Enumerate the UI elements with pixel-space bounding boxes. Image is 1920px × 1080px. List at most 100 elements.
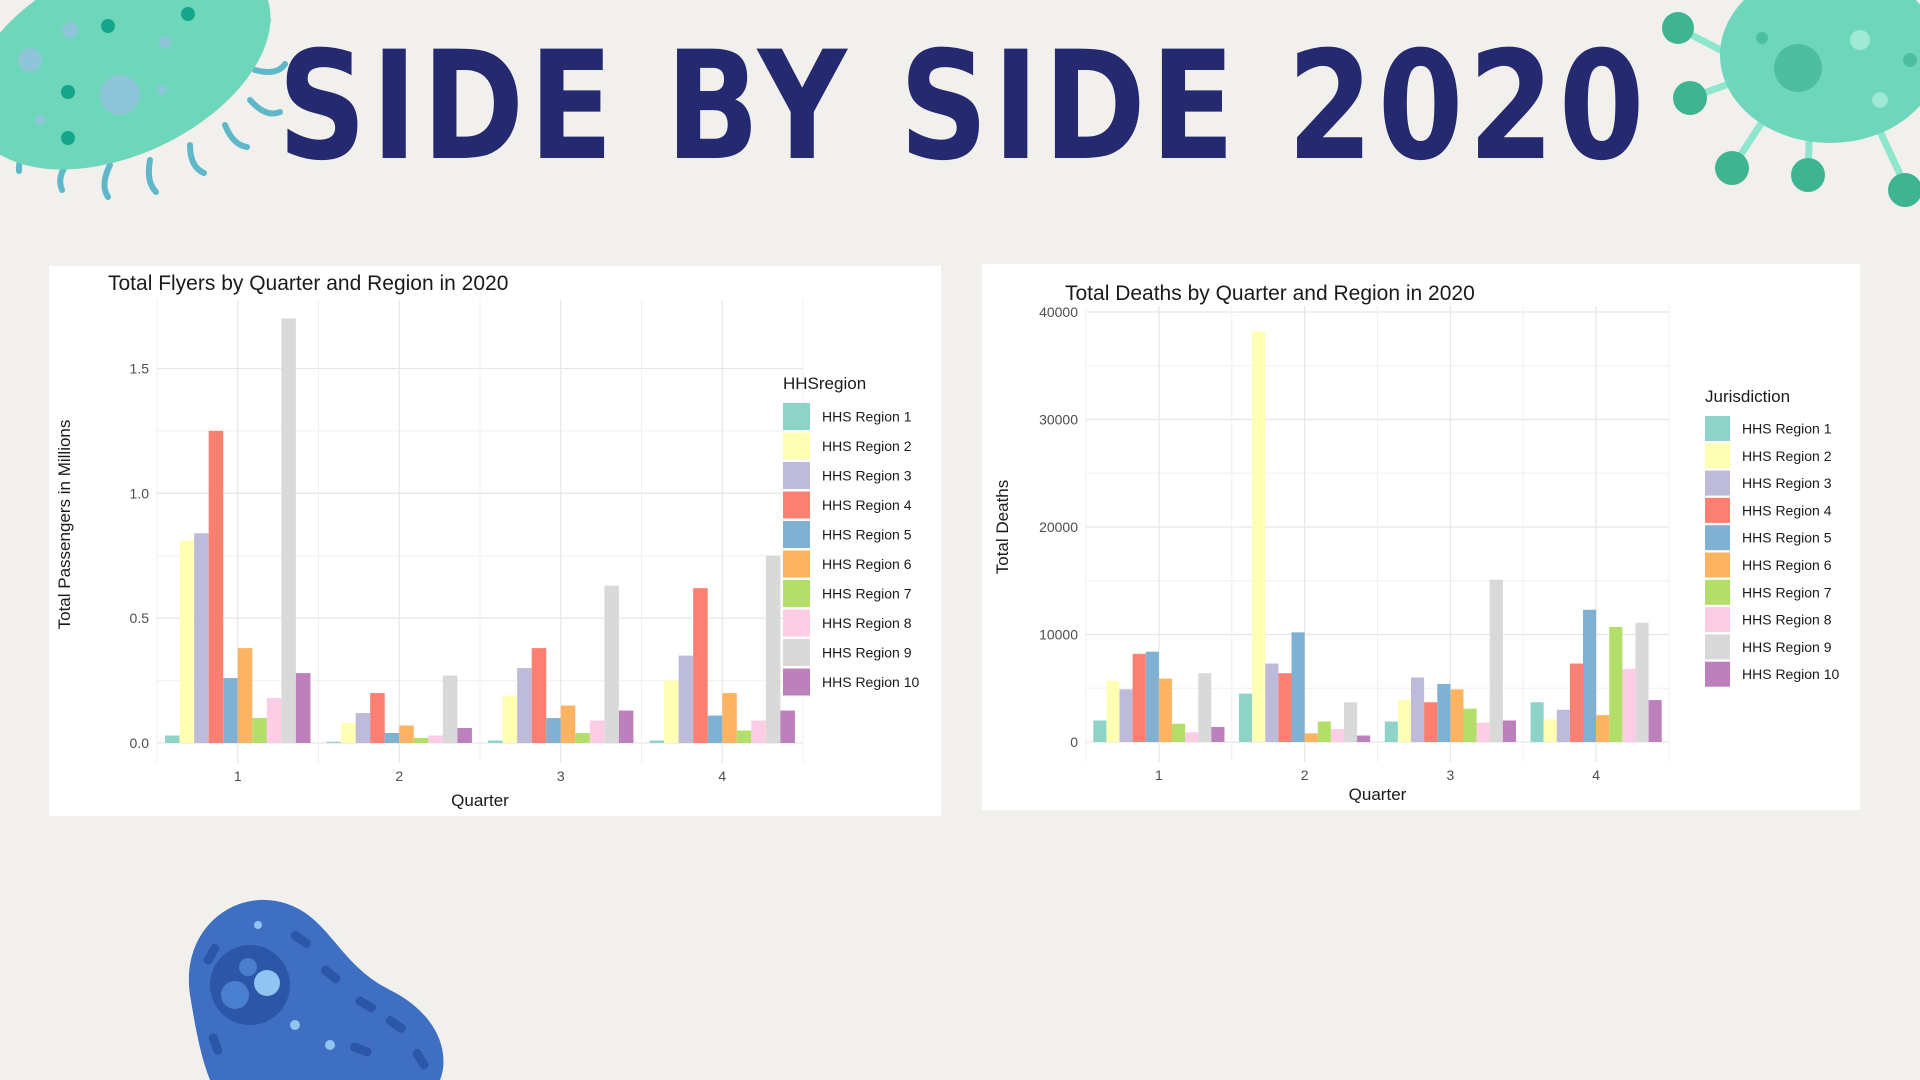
legend-swatch-region-6 [783,550,810,578]
bar-q3-region-4 [1424,702,1438,742]
bar-q3-region-2 [502,695,518,743]
bar-q1-region-2 [1106,680,1120,742]
legend-swatch-region-9 [783,639,810,666]
flyers-chart: 0.0 0.5 1.0 1.5 1 2 3 4 Total Flyers by Quarter … [55,272,919,810]
bar-q4-region-2 [1543,719,1557,742]
legend-swatch-region-4 [783,491,810,519]
bar-q4-region-5 [707,715,723,743]
legend-title: HHSregion [783,374,866,393]
legend-label-region-9: HHS Region 9 [822,645,912,661]
bar-q3-region-1 [488,740,503,743]
legend-label-region-4: HHS Region 4 [822,497,912,513]
legend-swatch-region-10 [783,668,810,696]
bar-q2-region-9 [442,675,458,743]
y-tick-label: 30000 [1039,412,1078,428]
bar-q3-region-3 [1411,677,1425,742]
bar-q4-region-5 [1583,609,1597,742]
legend-label-region-1: HHS Region 1 [822,409,912,425]
legend-label-region-7: HHS Region 7 [822,586,912,602]
bar-q2-region-1 [1239,693,1253,742]
bar-q1-region-6 [1158,678,1172,742]
legend-swatch-region-2 [783,432,810,460]
deaths-chart: 0 10000 20000 30000 40000 1 2 3 4 Total Deaths by… [993,282,1839,804]
bar-q3-region-6 [1450,689,1464,742]
chart-title: Total Flyers by Quarter and Region in 20… [108,272,508,295]
bar-q2-region-2 [341,723,356,743]
legend-swatch-region-8 [783,609,810,637]
bar-q2-region-1 [326,741,342,743]
bar-q3-region-2 [1397,700,1412,742]
bar-q4-region-1 [1530,702,1544,742]
x-tick-label: 3 [1446,767,1454,783]
y-tick-label: 20000 [1039,519,1078,535]
bar-q3-region-10 [1502,720,1516,742]
green-bacteria-icon [0,0,288,200]
legend-swatch-region-8 [1705,607,1730,633]
legend-swatch-region-1 [783,403,810,430]
legend-label-region-5: HHS Region 5 [822,527,912,543]
bar-q3-region-9 [604,585,619,743]
legend-label-region-3: HHS Region 3 [822,468,912,484]
bar-q1-region-2 [179,540,195,743]
bar-q1-region-10 [1211,726,1225,742]
bar-q4-region-9 [1635,622,1649,742]
bar-q1-region-1 [165,735,180,743]
y-tick-label: 1.5 [130,360,150,376]
bar-q2-region-6 [1304,733,1318,742]
legend-label-region-9: HHS Region 9 [1742,639,1832,655]
bar-q2-region-6 [399,725,414,743]
bar-q2-region-8 [428,735,443,743]
bar-q1-region-10 [295,673,311,743]
bar-q3-region-3 [517,668,532,743]
legend-label-region-10: HHS Region 10 [822,674,919,690]
legend-label-region-2: HHS Region 2 [1742,448,1832,464]
bar-q3-region-8 [589,720,605,743]
x-tick-label: 2 [395,768,403,784]
y-tick-label: 0.5 [130,610,150,626]
bar-q3-region-5 [546,718,561,743]
bar-q4-region-9 [765,555,781,743]
bar-q3-region-9 [1489,579,1503,742]
flyers-chart-panel: 0.0 0.5 1.0 1.5 1 2 3 4 Total Flyers by Quarter … [49,266,941,816]
bar-q3-region-8 [1476,722,1490,742]
page-title: SIDE BY SIDE 2020 [277,20,1650,194]
bar-q4-region-7 [736,730,752,743]
bar-q4-region-2 [664,680,679,743]
blue-cell-icon [188,899,444,1080]
legend-label-region-7: HHS Region 7 [1742,584,1832,600]
legend-label-region-6: HHS Region 6 [1742,557,1832,573]
bar-q4-region-1 [649,740,665,743]
legend-swatch-region-3 [783,462,810,489]
legend-title: Jurisdiction [1705,387,1790,406]
legend-label-region-1: HHS Region 1 [1742,421,1832,437]
y-tick-label: 10000 [1039,627,1078,643]
bar-q4-region-4 [693,588,708,743]
y-tick-label: 0 [1070,734,1078,750]
y-tick-label: 0.0 [130,735,150,751]
bar-q1-region-8 [266,698,282,743]
legend-label-region-8: HHS Region 8 [1742,612,1832,628]
y-axis-label: Total Deaths [993,480,1012,575]
bar-q2-region-5 [384,733,400,743]
bar-q3-region-7 [1463,708,1477,742]
legend-swatch-region-7 [1705,579,1730,605]
y-tick-label: 1.0 [130,485,150,501]
legend-label-region-6: HHS Region 6 [822,556,912,572]
legend-swatch-region-2 [1705,443,1730,469]
bar-q3-region-7 [575,733,590,743]
bar-q3-region-1 [1384,721,1398,742]
legend-label-region-8: HHS Region 8 [822,615,912,631]
bar-q4-region-10 [1648,700,1662,742]
deaths-chart-panel: 0 10000 20000 30000 40000 1 2 3 4 Total Deaths by… [982,264,1860,810]
bar-q1-region-9 [1198,673,1212,742]
x-tick-label: 2 [1301,767,1309,783]
legend-swatch-region-6 [1705,552,1730,578]
bar-q2-region-2 [1252,331,1266,742]
legend-label-region-4: HHS Region 4 [1742,502,1832,518]
legend-label-region-2: HHS Region 2 [822,438,912,454]
bar-q2-region-8 [1330,729,1344,742]
bar-q2-region-5 [1291,632,1305,742]
bar-q2-region-10 [457,728,472,743]
y-tick-label: 40000 [1039,304,1078,320]
bar-q1-region-8 [1185,732,1199,742]
